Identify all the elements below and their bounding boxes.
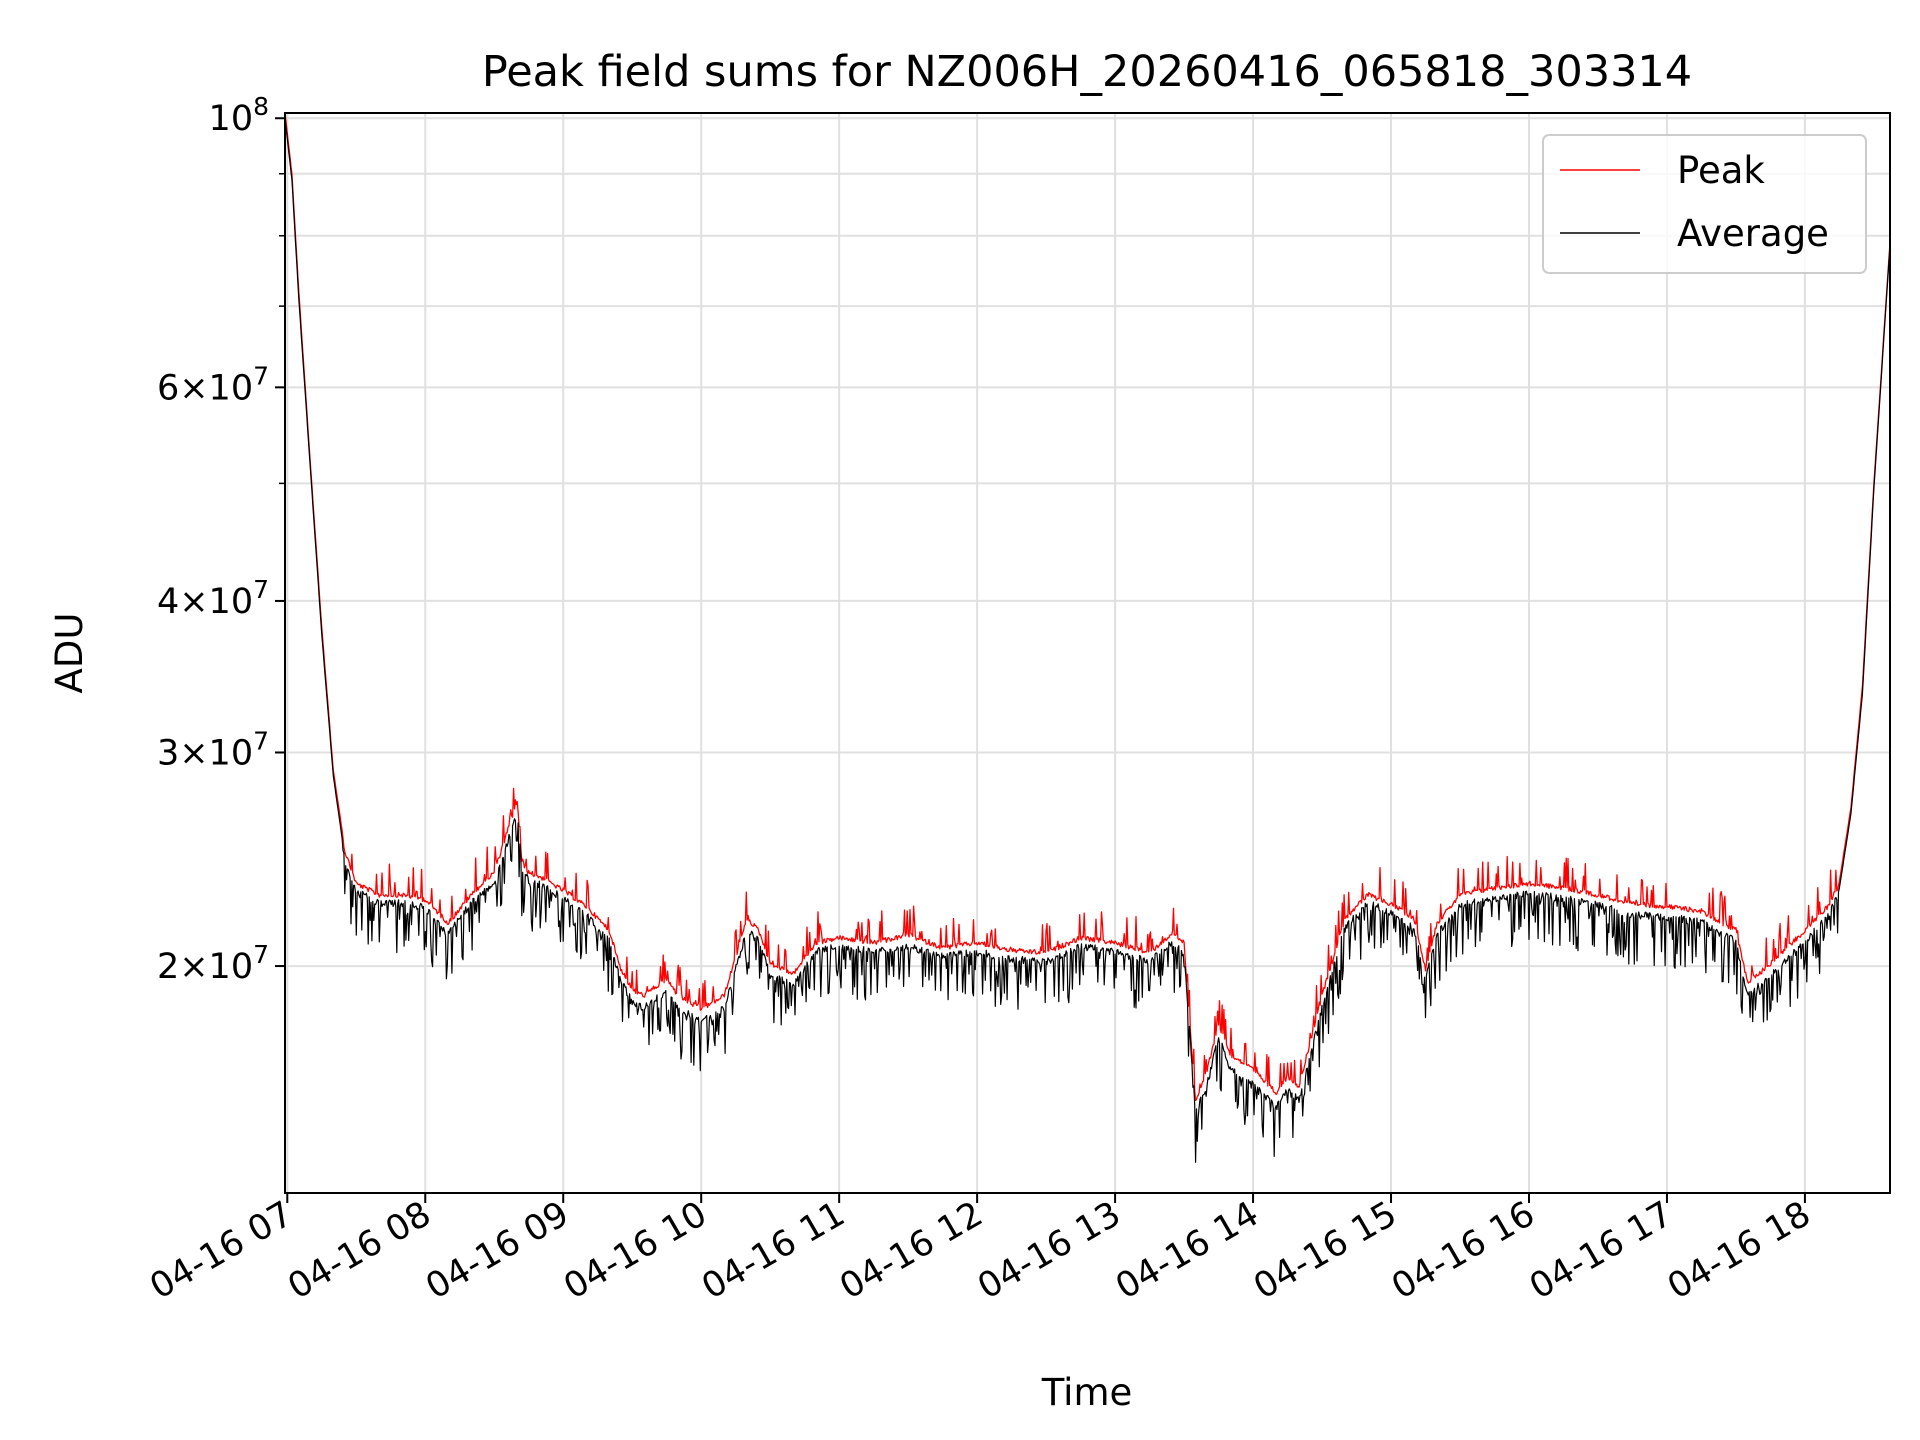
y-tick-label: 108 xyxy=(209,92,269,139)
plot-series xyxy=(284,112,1891,1163)
y-tick-label: 2×107 xyxy=(157,940,269,987)
legend-average-label: Average xyxy=(1677,212,1829,255)
y-tick-label: 4×107 xyxy=(157,575,269,622)
series-line-average xyxy=(284,118,1891,1163)
y-tick-label: 6×107 xyxy=(157,361,269,408)
y-tick-label: 3×107 xyxy=(157,726,269,773)
series-line-peak xyxy=(284,112,1891,1102)
y-axis-label: ADU xyxy=(48,613,91,694)
chart-title: Peak field sums for NZ006H_20260416_0658… xyxy=(482,47,1692,97)
y-axis: 2×107 3×107 4×107 6×107 108 xyxy=(157,92,285,987)
legend-peak-label: Peak xyxy=(1677,149,1765,192)
x-axis-label: Time xyxy=(1041,1371,1133,1414)
plot-frame xyxy=(284,112,1891,1194)
legend: Peak Average xyxy=(1542,134,1867,274)
